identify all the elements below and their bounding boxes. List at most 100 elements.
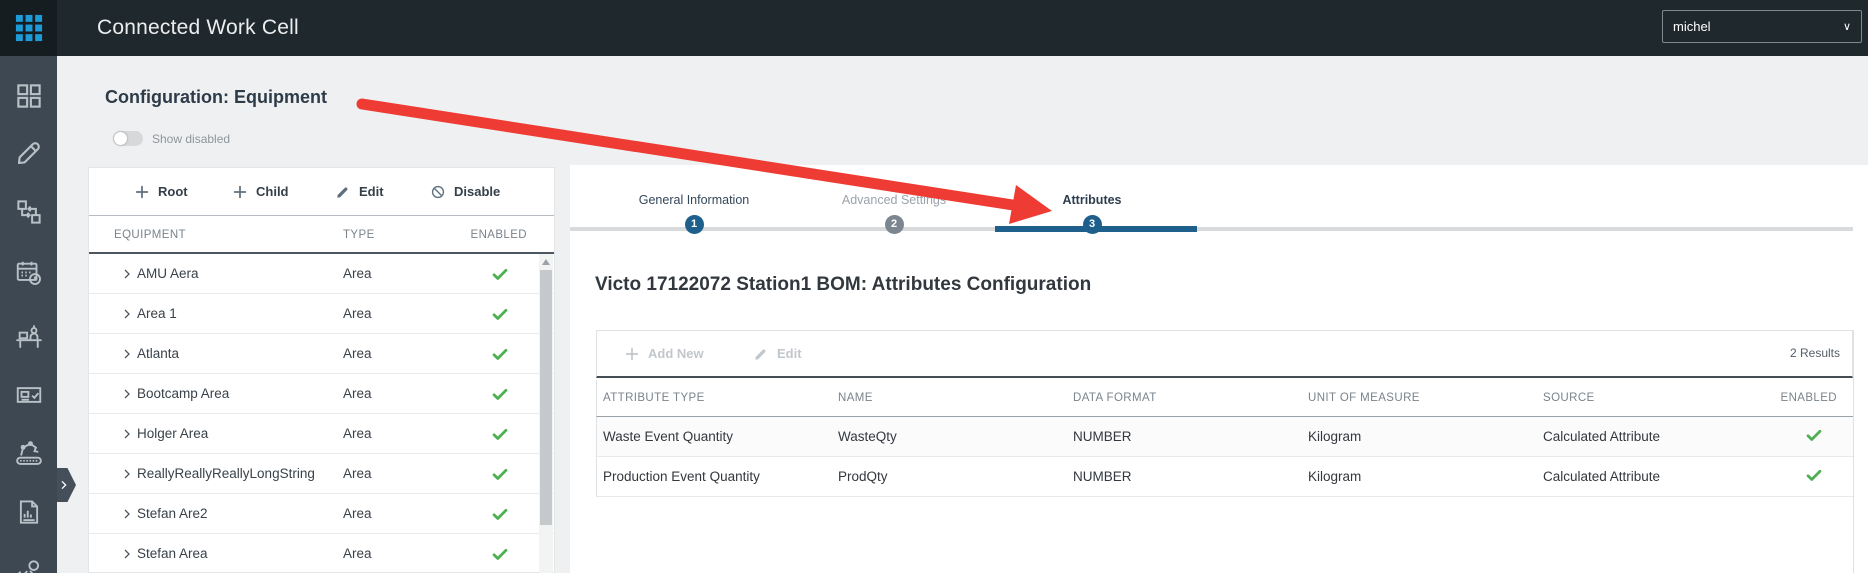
show-disabled-label: Show disabled [152,132,231,146]
app-title: Connected Work Cell [97,16,299,39]
expand-chevron-icon[interactable] [121,508,133,520]
attribute-row[interactable]: Waste Event Quantity WasteQty NUMBER Kil… [597,417,1853,457]
equipment-row[interactable]: Holger Area Area [89,414,554,454]
work-instruction-icon [14,380,44,410]
enabled-check-icon [1772,426,1853,447]
enabled-check-icon [491,385,509,403]
expand-chevron-icon[interactable] [121,548,133,560]
sidebar-item-edit[interactable] [0,129,57,177]
equipment-name: Atlanta [137,346,180,361]
user-dropdown[interactable]: michel ∨ [1662,10,1862,43]
equipment-table-body: AMU Aera Area Area 1 Area Atlanta Area [89,254,554,573]
panel-right-border [1853,330,1854,573]
equipment-name: Stefan Are2 [137,506,208,521]
expand-chevron-icon[interactable] [121,468,133,480]
data-format-cell: NUMBER [1073,429,1132,444]
sidebar-item-schedule[interactable] [0,249,57,297]
disable-label: Disable [454,184,501,199]
show-disabled-toggle[interactable] [113,131,143,146]
equipment-type: Area [343,306,372,321]
step-number-badge: 3 [1082,215,1102,234]
pencil-icon [335,184,351,200]
expand-chevron-icon[interactable] [121,348,133,360]
edit-button-disabled[interactable]: Edit [753,331,802,376]
step-label: Advanced Settings [841,193,947,207]
col-type: TYPE [343,229,375,241]
scrollbar-thumb[interactable] [540,270,552,525]
step-label: General Information [638,193,750,207]
stepper-track [570,227,1853,231]
equipment-row[interactable]: Stefan Area Area [89,534,554,573]
page-title: Configuration: Equipment [105,87,327,107]
attributes-toolbar: Add New Edit 2 Results [596,330,1853,378]
enabled-check-icon [1772,466,1853,487]
attributes-table-header: ATTRIBUTE TYPE NAME DATA FORMAT UNIT OF … [596,380,1853,417]
equipment-scrollbar[interactable] [539,254,553,573]
col-enabled: ENABLED [470,229,527,241]
attribute-row[interactable]: Production Event Quantity ProdQty NUMBER… [597,457,1853,497]
equipment-type: Area [343,346,372,361]
equipment-row[interactable]: Atlanta Area [89,334,554,374]
step-general-information[interactable]: General Information 1 [594,193,794,234]
add-child-button[interactable]: Child [232,168,289,215]
attributes-config-title: Victo 17122072 Station1 BOM: Attributes … [595,274,1092,295]
col-name: NAME [838,392,873,404]
unit-cell: Kilogram [1308,469,1362,484]
scroll-up-icon[interactable] [542,259,550,265]
step-advanced-settings[interactable]: Advanced Settings 2 [794,193,994,234]
edit-label: Edit [359,184,384,199]
col-source: SOURCE [1543,392,1595,404]
equipment-panel: Root Child Edit Disable EQUIPMENT TYPE E… [88,167,555,573]
sidebar-item-machine[interactable] [0,428,57,476]
sidebar-item-process-flow[interactable] [0,188,57,236]
attributes-table-body: Waste Event Quantity WasteQty NUMBER Kil… [596,417,1853,497]
equipment-row[interactable]: Area 1 Area [89,294,554,334]
edit-button[interactable]: Edit [335,168,384,215]
sidebar-item-work-instruction[interactable] [0,371,57,419]
equipment-type: Area [343,266,372,281]
sidebar-item-report[interactable] [0,488,57,536]
ban-icon [430,184,446,200]
equipment-name: Holger Area [137,426,209,441]
app-launcher-button[interactable] [0,0,57,56]
sidebar-item-dashboard[interactable] [0,72,57,120]
add-root-button[interactable]: Root [134,168,188,215]
plus-icon [134,184,150,200]
sidebar-item-operator-station[interactable] [0,313,57,361]
step-attributes[interactable]: Attributes 3 [992,193,1192,234]
expand-chevron-icon[interactable] [121,308,133,320]
equipment-name: AMU Aera [137,266,199,281]
step-number-badge: 1 [684,215,704,234]
attribute-type-cell: Production Event Quantity [603,469,760,484]
expand-chevron-icon[interactable] [121,268,133,280]
tools-icon [14,555,44,573]
user-name: michel [1673,19,1711,34]
add-new-button-disabled[interactable]: Add New [624,331,704,376]
enabled-check-icon [491,465,509,483]
equipment-row[interactable]: ReallyReallyReallyLongString Area [89,454,554,494]
equipment-type: Area [343,546,372,561]
equipment-name: ReallyReallyReallyLongString [137,466,315,481]
data-format-cell: NUMBER [1073,469,1132,484]
enabled-check-icon [491,305,509,323]
col-enabled: ENABLED [1780,392,1837,404]
col-equipment: EQUIPMENT [114,229,186,241]
plus-icon [624,346,640,362]
enabled-check-icon [491,345,509,363]
sidebar-item-tools[interactable] [0,546,57,573]
expand-chevron-icon[interactable] [121,388,133,400]
equipment-row[interactable]: Bootcamp Area Area [89,374,554,414]
step-number-badge: 2 [884,215,904,234]
machine-icon [14,437,44,467]
expand-chevron-icon[interactable] [121,428,133,440]
equipment-row[interactable]: Stefan Are2 Area [89,494,554,534]
sidebar-expander-tab[interactable] [57,468,76,502]
attribute-name-cell: WasteQty [838,429,897,444]
enabled-check-icon [491,265,509,283]
dashboard-icon [14,81,44,111]
equipment-row[interactable]: AMU Aera Area [89,254,554,294]
equipment-table-header: EQUIPMENT TYPE ENABLED [89,216,554,254]
disable-button[interactable]: Disable [430,168,500,215]
pencil-icon [753,346,769,362]
attributes-panel: General Information 1 Advanced Settings … [570,165,1868,573]
